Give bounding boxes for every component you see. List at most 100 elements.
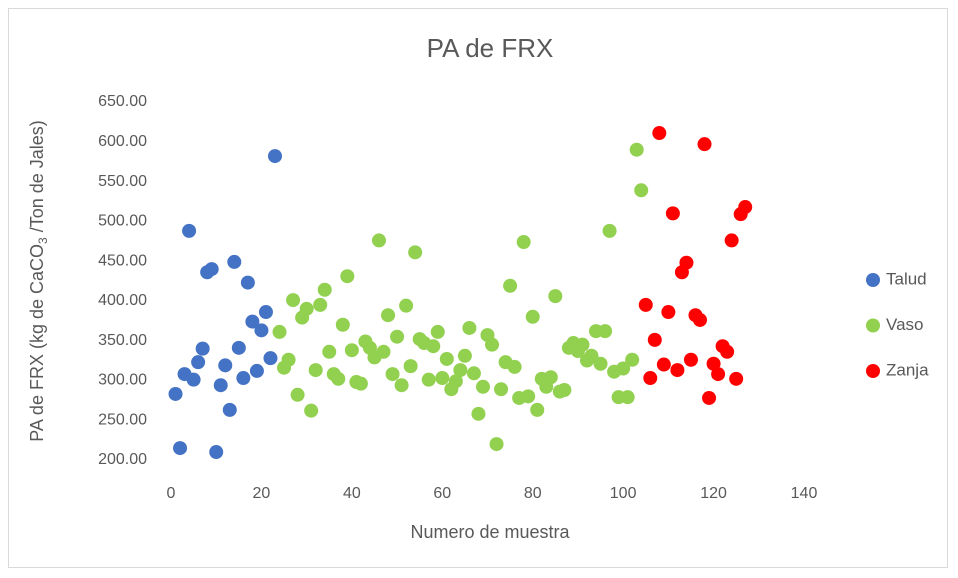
- point: [308, 363, 323, 378]
- y-tick-label: 450.00: [98, 252, 147, 269]
- point: [231, 340, 246, 355]
- point: [471, 406, 486, 421]
- point: [720, 344, 735, 359]
- point: [724, 233, 739, 248]
- point: [620, 390, 635, 405]
- y-tick-label: 550.00: [98, 173, 147, 190]
- legend-label: Zanja: [886, 360, 929, 379]
- point: [218, 358, 233, 373]
- point: [394, 378, 409, 393]
- point: [670, 363, 685, 378]
- point: [399, 298, 414, 313]
- point: [629, 142, 644, 157]
- point: [304, 403, 319, 418]
- point: [503, 278, 518, 293]
- point: [683, 352, 698, 367]
- point: [494, 382, 509, 397]
- point: [331, 371, 346, 386]
- point: [638, 297, 653, 312]
- point: [195, 341, 210, 356]
- point: [548, 289, 563, 304]
- point: [656, 357, 671, 372]
- point: [344, 343, 359, 358]
- legend-marker: [866, 364, 880, 378]
- point: [439, 351, 454, 366]
- point: [408, 245, 423, 260]
- point: [390, 329, 405, 344]
- point: [448, 374, 463, 389]
- point: [426, 339, 441, 354]
- point: [697, 137, 712, 152]
- point: [313, 297, 328, 312]
- point: [453, 363, 468, 378]
- y-tick-label: 600.00: [98, 133, 147, 150]
- point: [521, 389, 536, 404]
- point: [543, 370, 558, 385]
- y-tick-label: 500.00: [98, 213, 147, 230]
- x-axis-title: Numero de muestra: [410, 522, 570, 542]
- point: [421, 372, 436, 387]
- point: [254, 323, 269, 338]
- x-tick-label: 120: [700, 485, 727, 502]
- point: [625, 352, 640, 367]
- point: [272, 324, 287, 339]
- point: [209, 445, 224, 460]
- point: [191, 355, 206, 370]
- point: [466, 366, 481, 381]
- point: [634, 183, 649, 198]
- point: [168, 386, 183, 401]
- point: [462, 320, 477, 335]
- x-tick-label: 0: [167, 485, 176, 502]
- point: [729, 371, 744, 386]
- y-tick-label: 250.00: [98, 411, 147, 428]
- legend-marker: [866, 273, 880, 287]
- point: [236, 371, 251, 386]
- point: [530, 402, 545, 417]
- point: [263, 351, 278, 366]
- point: [340, 269, 355, 284]
- point: [738, 200, 753, 215]
- x-tick-label: 100: [610, 485, 637, 502]
- point: [661, 305, 676, 320]
- point: [647, 332, 662, 347]
- point: [290, 387, 305, 402]
- point: [299, 301, 314, 316]
- point: [371, 233, 386, 248]
- point: [702, 390, 717, 405]
- y-tick-label: 350.00: [98, 332, 147, 349]
- point: [245, 314, 260, 329]
- point: [322, 344, 337, 359]
- point: [557, 382, 572, 397]
- point: [435, 371, 450, 386]
- chart-border: [8, 8, 948, 568]
- x-tick-label: 60: [433, 485, 451, 502]
- x-tick-label: 140: [791, 485, 818, 502]
- x-tick-label: 80: [524, 485, 542, 502]
- point: [249, 363, 264, 378]
- point: [258, 305, 273, 320]
- point: [173, 441, 188, 456]
- y-tick-label: 300.00: [98, 372, 147, 389]
- y-axis-title-part: /Ton de Jales): [27, 120, 47, 237]
- point: [516, 235, 531, 250]
- point: [711, 367, 726, 382]
- point: [317, 282, 332, 297]
- point: [652, 126, 667, 141]
- y-tick-label: 400.00: [98, 292, 147, 309]
- point: [679, 255, 694, 270]
- point: [381, 308, 396, 323]
- point: [353, 376, 368, 391]
- point: [335, 317, 350, 332]
- point: [281, 352, 296, 367]
- point: [665, 206, 680, 221]
- legend-label: Vaso: [886, 315, 924, 334]
- point: [616, 361, 631, 376]
- point: [240, 275, 255, 290]
- legend-marker: [866, 318, 880, 333]
- y-axis-title: PA de FRX (kg de CaCO3 /Ton de Jales): [27, 120, 50, 442]
- point: [525, 309, 540, 324]
- point: [475, 379, 490, 394]
- x-tick-label: 40: [343, 485, 361, 502]
- point: [643, 371, 658, 386]
